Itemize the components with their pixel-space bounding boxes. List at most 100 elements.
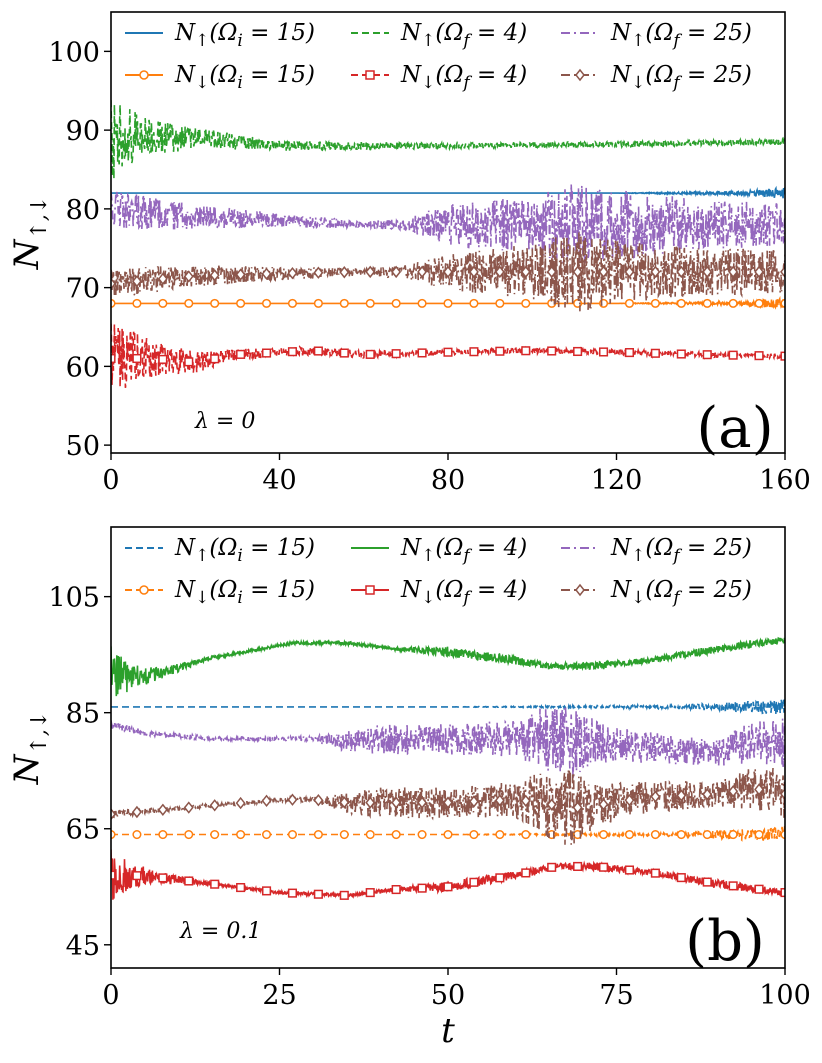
series-line-a-4 [111,184,785,263]
data-marker [209,799,220,812]
data-marker [365,796,376,809]
data-marker [236,298,246,308]
data-marker [572,801,583,814]
data-marker [780,829,785,840]
y-tick-label: 105 [48,583,100,614]
data-marker [391,265,402,279]
data-marker [495,346,505,356]
data-marker [754,829,764,840]
legend-entry: N↓(Ωi = 15) [174,577,315,608]
y-tick-label: 45 [66,931,100,962]
data-marker [520,265,531,279]
data-marker [111,829,116,840]
data-marker [313,889,323,899]
data-marker [468,265,479,279]
data-marker [676,265,687,279]
data-marker [365,298,375,308]
data-marker [624,265,635,279]
data-marker [443,347,453,357]
y-axis-label: N↑,↓ [7,196,52,271]
data-marker [158,298,168,308]
data-marker [339,829,349,840]
data-marker [261,794,272,808]
data-marker [210,879,220,889]
data-marker [235,796,246,810]
data-marker [391,796,402,809]
data-marker [236,829,246,840]
data-marker [780,298,785,308]
data-marker [157,803,168,816]
x-tick-label: 50 [431,980,465,1011]
data-marker [650,265,661,279]
data-marker [521,868,531,878]
data-marker [702,788,713,801]
data-marker [728,785,739,798]
data-marker [313,298,323,308]
plot-area [111,636,785,900]
legend-entry: N↑(Ωf = 4) [400,20,527,51]
data-marker [365,265,376,279]
x-tick-label: 100 [759,980,811,1011]
data-marker [521,829,531,840]
series-line-a-0 [111,185,785,199]
data-marker [520,794,531,808]
data-marker [676,349,686,359]
data-marker [365,888,375,898]
data-marker [469,298,479,308]
data-marker [521,298,531,308]
data-marker [598,862,609,872]
data-marker [339,298,349,308]
data-marker [676,298,686,308]
series-line-b-4 [111,705,785,779]
legend-entry: N↑(Ωi = 15) [174,20,315,51]
data-marker [261,298,272,308]
data-marker [443,829,453,840]
x-tick-label: 160 [759,465,811,496]
data-marker [261,348,272,358]
data-marker [158,829,168,840]
data-marker [676,789,687,802]
data-marker [184,876,194,886]
data-marker [287,793,298,806]
data-marker [236,882,246,893]
data-marker [132,871,142,881]
data-marker [780,787,785,801]
data-marker [780,888,785,898]
data-marker [728,829,738,840]
plot-area [111,100,785,388]
panel-a: 0 40 80 120 160 50 60 70 80 90 100 N↑,↓ N↑(Ωi = 15) N… [7,11,811,496]
x-axis-label: t [441,1011,455,1051]
data-marker [287,298,298,308]
data-marker [313,346,323,356]
data-marker [210,354,220,364]
y-tick-label: 100 [48,37,100,68]
data-marker [183,270,194,283]
data-marker [598,798,609,811]
data-marker [183,801,194,814]
data-marker [111,353,116,364]
data-marker [702,829,712,840]
data-marker [676,829,686,840]
data-marker [391,298,401,308]
data-marker [313,793,324,807]
data-marker [313,266,324,279]
data-marker [754,783,765,796]
y-tick-label: 80 [66,195,100,226]
data-marker [598,829,609,840]
data-marker [754,884,764,894]
data-marker [495,873,505,883]
data-marker [184,298,194,308]
data-marker [624,865,635,875]
data-marker [132,829,142,840]
data-marker [391,829,401,840]
data-marker [468,795,479,808]
data-marker [702,350,712,360]
legend-entry: N↑(Ωf = 4) [400,535,527,566]
data-marker [521,346,531,356]
data-marker [184,829,194,840]
data-marker [287,347,298,357]
panel-b: 0 25 50 75 100 45 65 85 105 N↑,↓ t N↑(Ωi = 15) N↓(Ωi… [7,526,811,1051]
data-marker [780,351,785,361]
x-tick-label: 0 [102,465,119,496]
